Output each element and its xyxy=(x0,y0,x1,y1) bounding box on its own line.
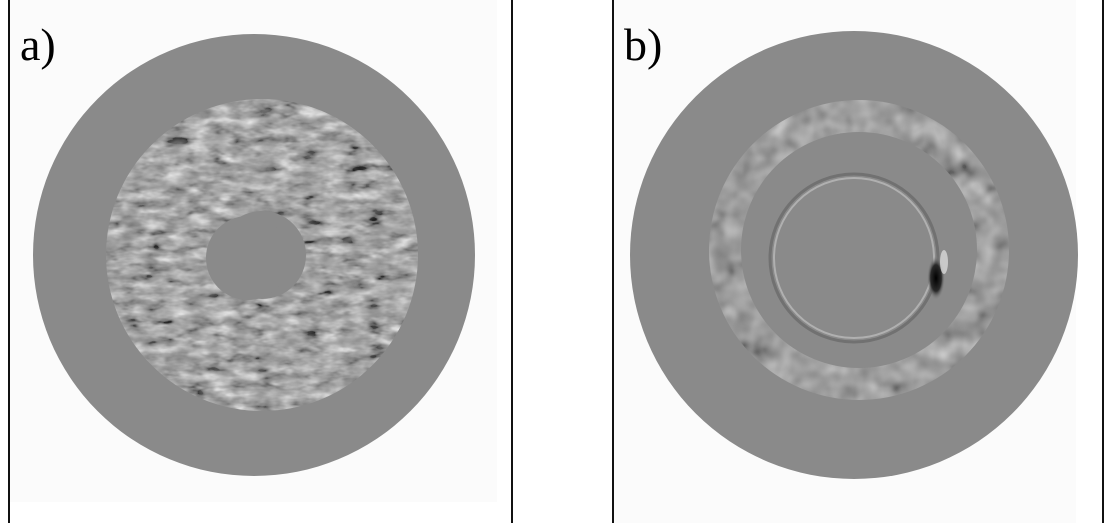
panel-label-b: b) xyxy=(624,19,663,70)
bright-spot-b xyxy=(940,250,948,274)
outer-wave-ring-b xyxy=(704,95,1014,410)
disk-image-a xyxy=(33,34,475,476)
disk-image-b xyxy=(630,31,1078,479)
panel-b: b) xyxy=(612,0,1104,523)
inner-hole-a xyxy=(206,216,290,300)
panel-a: a) xyxy=(8,0,513,523)
panel-label-a: a) xyxy=(20,19,56,70)
